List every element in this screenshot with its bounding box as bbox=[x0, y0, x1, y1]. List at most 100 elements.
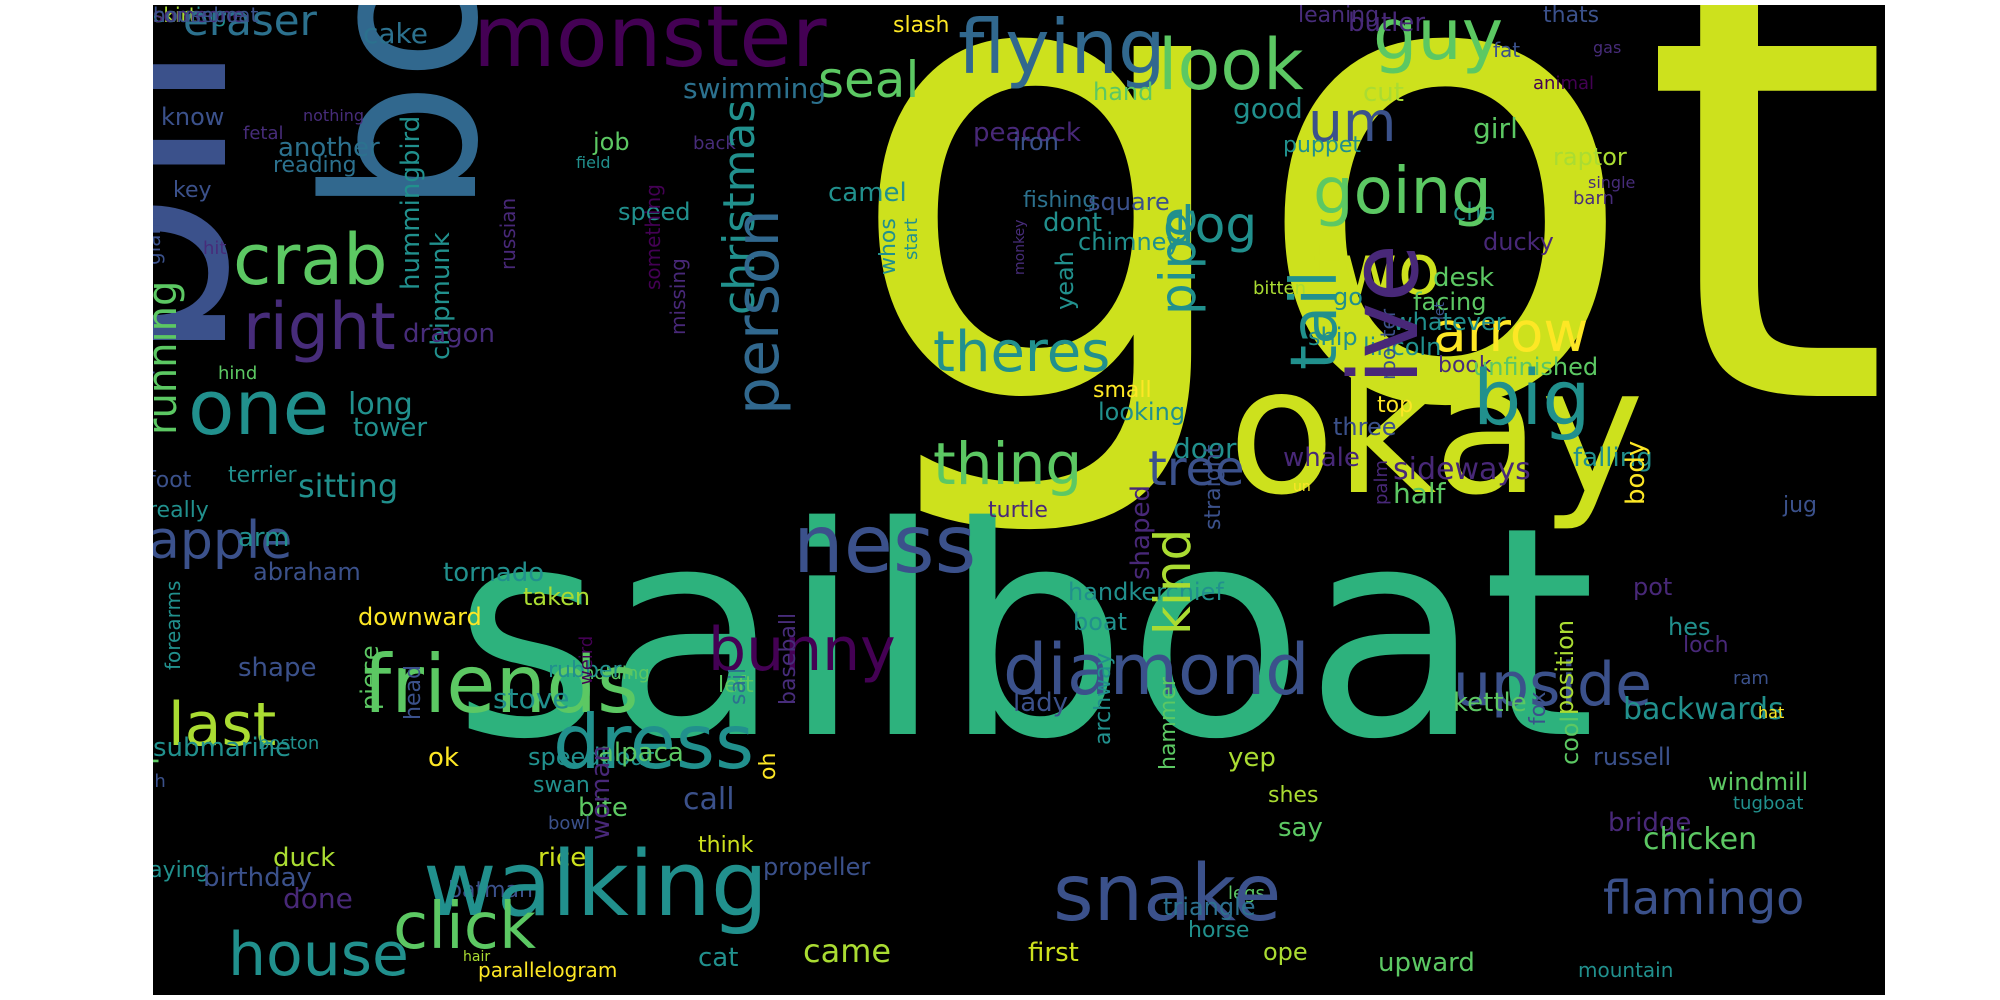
word-batman: batman bbox=[448, 878, 533, 903]
word-fetal: fetal bbox=[243, 123, 284, 144]
word-un: un bbox=[1293, 479, 1311, 495]
word-yep: yep bbox=[1228, 743, 1276, 773]
word-two: two bbox=[1313, 229, 1441, 311]
word-gas: gas bbox=[1593, 38, 1622, 57]
word-facing: facing bbox=[1413, 288, 1487, 316]
word-dress: dress bbox=[553, 698, 755, 786]
word-know: know bbox=[161, 103, 225, 131]
word-stove: stove bbox=[493, 682, 570, 715]
word-say: say bbox=[1278, 813, 1323, 843]
word-chimney: chimney bbox=[1078, 228, 1181, 256]
word-birthday: birthday bbox=[203, 863, 312, 893]
word-theres: theres bbox=[933, 320, 1111, 385]
word-hes: hes bbox=[1668, 613, 1711, 641]
word-back: back bbox=[693, 133, 736, 154]
word-good: good bbox=[1233, 92, 1303, 125]
word-hair: hair bbox=[463, 949, 491, 965]
word-tower: tower bbox=[353, 413, 428, 443]
word-door: door bbox=[1173, 432, 1237, 465]
word-reading: reading bbox=[273, 153, 357, 178]
word-girl: girl bbox=[1473, 112, 1518, 145]
word-submarine: submarine bbox=[153, 733, 292, 763]
word-peacock: peacock bbox=[973, 118, 1081, 148]
word-person: person bbox=[723, 209, 793, 415]
word-book: book bbox=[1438, 353, 1492, 378]
word-desk: desk bbox=[1433, 263, 1495, 293]
word-russian: russian bbox=[496, 197, 520, 270]
word-hit: hit bbox=[203, 238, 227, 259]
word-looking: looking bbox=[1098, 398, 1186, 426]
word-dog: dog bbox=[1163, 196, 1258, 254]
word-apple: apple bbox=[153, 511, 293, 571]
word-raptor: raptor bbox=[1553, 143, 1627, 171]
word-top: top bbox=[1377, 393, 1414, 418]
word-shape: shape bbox=[238, 653, 317, 683]
word-turtle: turtle bbox=[988, 498, 1048, 523]
word-ducky: ducky bbox=[1483, 228, 1554, 256]
word-ram: ram bbox=[1733, 668, 1769, 689]
word-skirt: skirt bbox=[153, 5, 197, 27]
word-boat2: boat bbox=[1073, 608, 1128, 636]
word-guy: guy bbox=[1373, 5, 1504, 76]
word-oh: oh bbox=[756, 752, 781, 780]
word-backwards: backwards bbox=[1623, 692, 1784, 727]
word-cut: cut bbox=[1363, 78, 1404, 108]
word-hummingbird: hummingbird bbox=[396, 115, 426, 290]
word-barn: barn bbox=[1573, 188, 1614, 209]
word-um: um bbox=[1308, 90, 1397, 154]
word-hat: hat bbox=[1758, 703, 1785, 722]
word-tugboat: tugboat bbox=[1733, 793, 1804, 814]
word-mountain: mountain bbox=[1578, 958, 1674, 982]
word-whatever: whatever bbox=[1393, 308, 1506, 336]
word-rice: rice bbox=[538, 843, 587, 873]
word-houseboat: houseboat bbox=[153, 5, 259, 27]
word-bitten: bitten bbox=[1253, 278, 1307, 299]
word-jug: jug bbox=[1783, 493, 1818, 518]
word-look: look bbox=[1158, 24, 1304, 106]
word-dont: dont bbox=[1043, 208, 1103, 238]
word-puppet: puppet bbox=[1283, 133, 1361, 158]
word-monster: monster bbox=[473, 5, 827, 87]
word-handkerchief: handkerchief bbox=[1068, 578, 1224, 606]
word-camel: camel bbox=[828, 178, 907, 208]
word-foot: foot bbox=[153, 468, 192, 493]
word-rubber: rubber bbox=[548, 658, 622, 683]
word-slash: slash bbox=[893, 13, 950, 38]
word-cat: cat bbox=[698, 943, 739, 973]
word-speedboat: speedboat bbox=[528, 743, 655, 771]
word-walking: walking bbox=[423, 832, 769, 937]
word-pot: pot bbox=[1633, 573, 1673, 601]
word-field: field bbox=[576, 153, 611, 172]
word-swan: swan bbox=[533, 773, 590, 798]
word-upward: upward bbox=[1378, 948, 1475, 978]
word-right: right bbox=[243, 290, 396, 365]
word-chopsticks: chopsticks bbox=[153, 299, 156, 415]
word-eraser: eraser bbox=[183, 5, 317, 45]
word-house: house bbox=[228, 920, 409, 990]
word-laying: laying bbox=[153, 858, 210, 883]
word-ship: ship bbox=[1308, 323, 1358, 351]
word-bridge: bridge bbox=[1608, 808, 1692, 838]
word-sail: sail bbox=[726, 667, 751, 705]
word-lincoln: lincoln bbox=[1363, 333, 1442, 361]
word-one: one bbox=[188, 363, 330, 452]
word-last: last bbox=[168, 690, 277, 760]
word-got: got bbox=[843, 5, 1885, 547]
word-horse: horse bbox=[1188, 918, 1250, 943]
word-loch: loch bbox=[1683, 633, 1729, 658]
word-hind: hind bbox=[218, 363, 258, 384]
word-arm: arm bbox=[238, 523, 290, 553]
word-archway: archway bbox=[1091, 652, 1116, 745]
word-flying: flying bbox=[958, 5, 1166, 91]
word-start: start bbox=[901, 218, 922, 260]
word-forearms: forearms bbox=[161, 580, 185, 670]
word-straight: straight bbox=[1201, 444, 1226, 530]
word-tornado: tornado bbox=[443, 558, 545, 588]
word-propeller: propeller bbox=[763, 853, 871, 881]
word-upside: upside bbox=[1453, 650, 1653, 720]
word-thing: thing bbox=[933, 430, 1083, 498]
word-came: came bbox=[803, 932, 892, 970]
word-another: another bbox=[278, 133, 380, 163]
word-arrow: arrow bbox=[1433, 300, 1589, 364]
word-alpaca: alpaca bbox=[598, 738, 684, 768]
